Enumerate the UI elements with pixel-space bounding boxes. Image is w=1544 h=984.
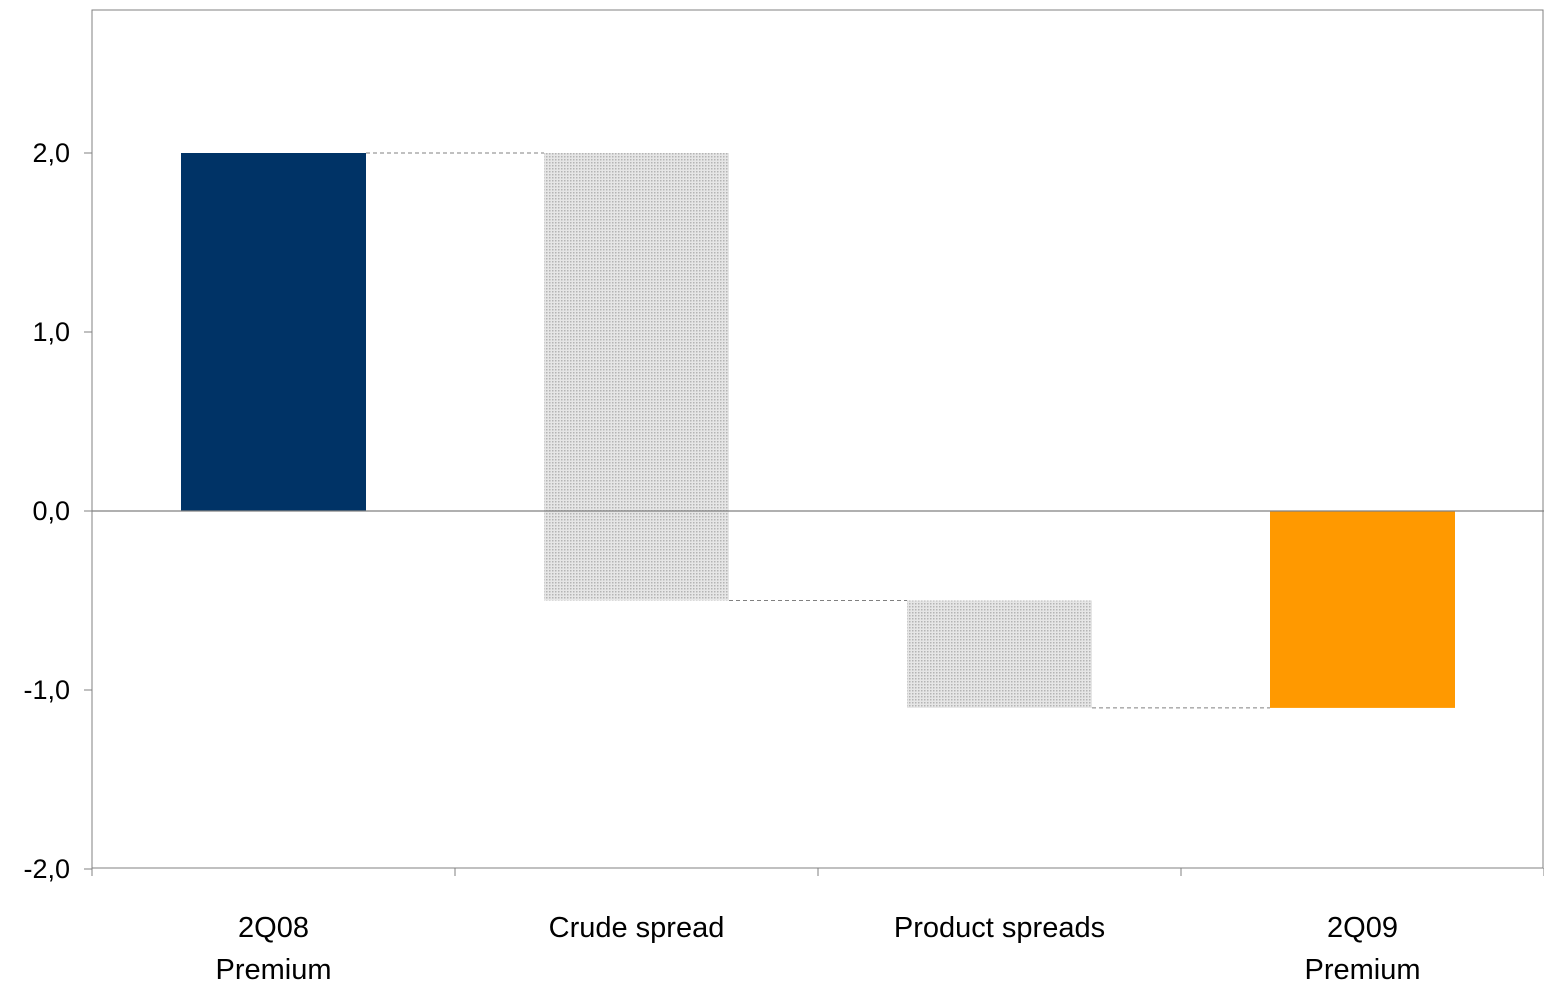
category-label: Product spreads	[894, 912, 1105, 944]
waterfall-bar	[544, 153, 729, 601]
y-tick-label: 1,0	[32, 317, 70, 347]
category-label: Crude spread	[549, 912, 725, 944]
category-label: 2Q08	[238, 912, 309, 944]
y-tick-label: -1,0	[23, 675, 70, 705]
category-label: Premium	[215, 954, 331, 984]
y-tick-label: 0,0	[32, 496, 70, 526]
y-tick-label: 2,0	[32, 138, 70, 168]
waterfall-bar	[181, 153, 366, 511]
waterfall-bar	[907, 600, 1092, 708]
category-label: Premium	[1304, 954, 1420, 984]
y-tick-label: -2,0	[23, 854, 70, 884]
category-label: 2Q09	[1327, 912, 1398, 944]
waterfall-bar	[1270, 511, 1455, 708]
